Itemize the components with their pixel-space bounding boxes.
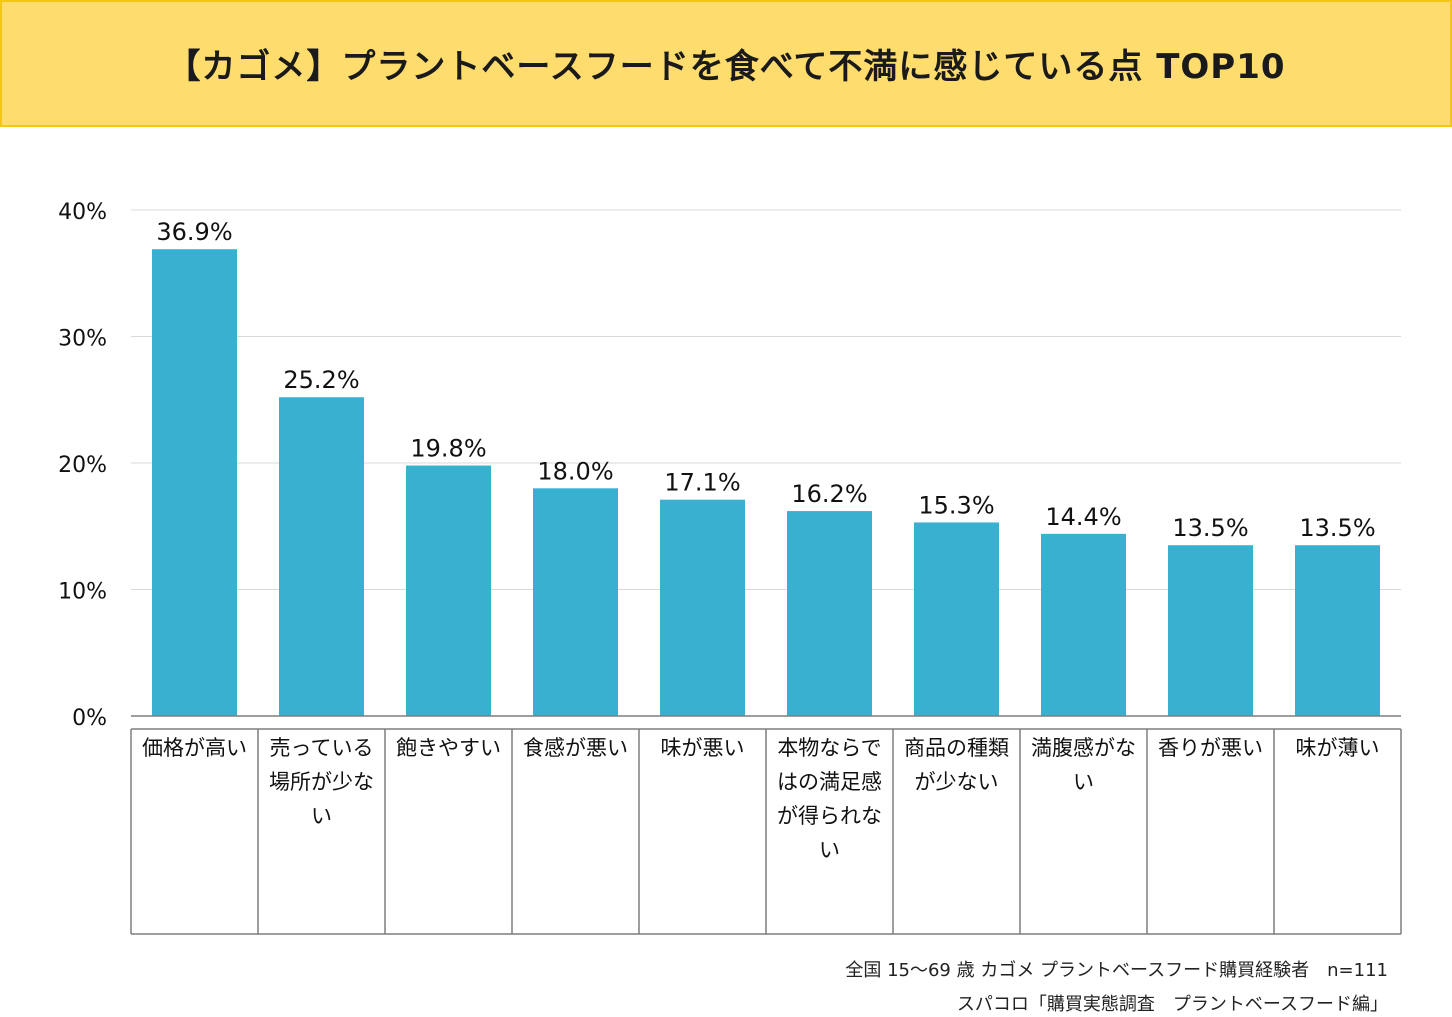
y-tick-label: 0%: [72, 706, 107, 731]
y-tick-label: 40%: [58, 200, 107, 225]
x-category-label-line: が得られな: [777, 804, 882, 828]
x-category-label-line: 満腹感がな: [1031, 736, 1136, 760]
bar: [1295, 545, 1380, 716]
bar: [914, 522, 999, 716]
x-category-label-line: はの満足感: [777, 770, 882, 794]
x-category-label-line: 場所が少な: [269, 770, 374, 794]
x-category-label-line: い: [819, 838, 840, 862]
x-category-label: 飽きやすい: [396, 736, 501, 760]
x-category-label: 味が悪い: [661, 736, 745, 760]
y-tick-label: 10%: [58, 580, 107, 605]
x-category-label: 本物ならではの満足感が得られない: [777, 736, 882, 862]
x-category-label-line: 飽きやすい: [396, 736, 501, 760]
chart-title: 【カゴメ】プラントベースフードを食べて不満に感じている点 TOP10: [166, 47, 1286, 87]
x-category-label: 売っている場所が少ない: [269, 736, 374, 828]
data-label: 36.9%: [156, 218, 232, 246]
x-category-label: 食感が悪い: [523, 736, 628, 760]
data-label: 25.2%: [283, 366, 359, 394]
x-category-label-line: 食感が悪い: [523, 736, 628, 760]
data-label: 16.2%: [791, 480, 867, 508]
data-label: 18.0%: [537, 457, 613, 485]
footer-source: スパコロ「購買実態調査 プラントベースフード編」: [956, 994, 1388, 1015]
bar: [1041, 533, 1126, 716]
x-category-label: 商品の種類が少ない: [904, 736, 1009, 794]
x-category-label-line: 香りが悪い: [1158, 736, 1263, 760]
bar: [152, 249, 237, 716]
y-tick-label: 20%: [58, 453, 107, 478]
x-category-label-line: 味が悪い: [661, 736, 745, 760]
x-category-label-line: 売っている: [270, 736, 374, 760]
bar: [533, 488, 618, 716]
x-category-label-line: 味が薄い: [1296, 736, 1380, 760]
x-category-label: 香りが悪い: [1158, 736, 1263, 760]
x-category-label: 価格が高い: [142, 736, 247, 760]
x-category-label-line: が少ない: [915, 770, 999, 794]
data-label: 17.1%: [664, 469, 740, 497]
x-category-label-line: 本物ならで: [777, 736, 881, 760]
data-label: 14.4%: [1045, 503, 1121, 531]
bar: [787, 511, 872, 716]
title-banner: 【カゴメ】プラントベースフードを食べて不満に感じている点 TOP10: [0, 0, 1452, 127]
bar: [660, 499, 745, 716]
x-category-label: 味が薄い: [1296, 736, 1380, 760]
x-category-label-line: い: [311, 804, 332, 828]
data-label: 13.5%: [1172, 514, 1248, 542]
data-label: 13.5%: [1299, 514, 1375, 542]
x-category-label-line: い: [1073, 770, 1094, 794]
bar: [1168, 545, 1253, 716]
x-category-label-line: 価格が高い: [142, 736, 247, 760]
data-label: 19.8%: [410, 435, 486, 463]
x-category-label-line: 商品の種類: [904, 736, 1009, 760]
footer-survey-info: 全国 15～69 歳 カゴメ プラントベースフード購買経験者 n=111: [845, 960, 1388, 981]
x-category-label: 満腹感がない: [1031, 736, 1136, 794]
y-tick-label: 30%: [58, 327, 107, 352]
data-label: 15.3%: [918, 491, 994, 519]
bar: [279, 397, 364, 716]
bar: [406, 465, 491, 716]
